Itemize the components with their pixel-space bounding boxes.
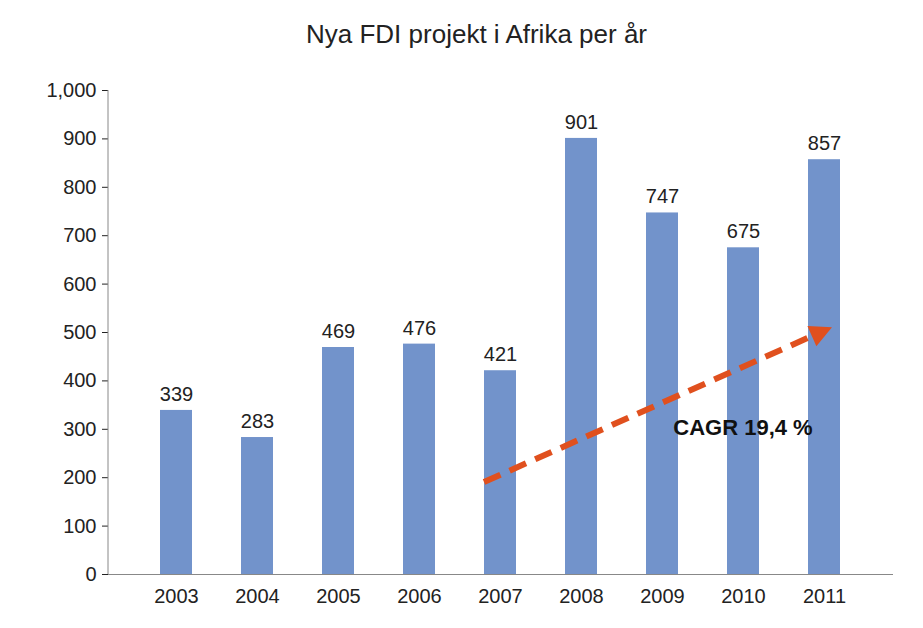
svg-text:675: 675 [727, 220, 760, 242]
svg-text:2005: 2005 [316, 585, 361, 607]
svg-text:900: 900 [63, 127, 96, 149]
svg-text:0: 0 [85, 563, 96, 585]
svg-text:400: 400 [63, 369, 96, 391]
svg-text:1,000: 1,000 [46, 79, 96, 101]
svg-text:2010: 2010 [721, 585, 766, 607]
svg-text:283: 283 [241, 410, 274, 432]
svg-text:2004: 2004 [235, 585, 280, 607]
svg-text:747: 747 [646, 185, 679, 207]
svg-text:500: 500 [63, 321, 96, 343]
svg-text:476: 476 [403, 317, 436, 339]
svg-text:2003: 2003 [154, 585, 199, 607]
svg-text:2006: 2006 [397, 585, 442, 607]
svg-text:469: 469 [322, 320, 355, 342]
svg-text:2008: 2008 [559, 585, 604, 607]
html-text:Nya FDI projekt i Afrika per å: Nya FDI projekt i Afrika per år [306, 19, 647, 49]
svg-text:800: 800 [63, 176, 96, 198]
svg-text:421: 421 [484, 343, 517, 365]
svg-text:100: 100 [63, 515, 96, 537]
svg-text:901: 901 [565, 111, 598, 133]
svg-text:2011: 2011 [803, 585, 846, 607]
svg-text:200: 200 [63, 466, 96, 488]
svg-text:CAGR 19,4 %: CAGR 19,4 % [673, 415, 812, 440]
svg-text:700: 700 [63, 224, 96, 246]
svg-text:857: 857 [808, 132, 841, 154]
svg-text:300: 300 [63, 418, 96, 440]
svg-text:339: 339 [160, 383, 193, 405]
svg-text:2009: 2009 [640, 585, 685, 607]
svg-text:2007: 2007 [478, 585, 523, 607]
svg-text:600: 600 [63, 273, 96, 295]
